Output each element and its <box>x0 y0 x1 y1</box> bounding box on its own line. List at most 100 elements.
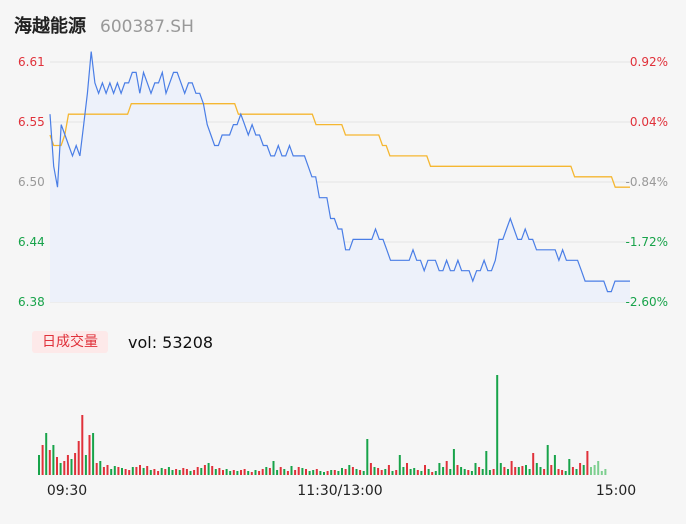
volume-bar <box>92 433 95 475</box>
daily-volume-tab[interactable]: 日成交量 <box>32 331 108 353</box>
volume-bar <box>66 455 69 475</box>
volume-bar <box>406 463 408 475</box>
volume-bar <box>59 463 62 475</box>
volume-bar <box>81 415 84 475</box>
volume-bar <box>452 449 455 475</box>
volume-bar <box>561 470 564 475</box>
volume-bar <box>222 470 224 475</box>
volume-bar <box>341 468 343 475</box>
volume-bar <box>416 470 419 475</box>
volume-bar <box>283 469 286 475</box>
volume-bar <box>402 467 405 475</box>
volume-bar <box>474 463 477 475</box>
volume-bar <box>470 471 473 475</box>
volume-bar <box>167 467 170 475</box>
volume-bar <box>308 471 311 475</box>
volume-bar <box>70 459 73 475</box>
volume-bar <box>171 470 174 475</box>
volume-bar <box>496 375 499 475</box>
volume-bar <box>488 470 491 475</box>
volume-bar <box>232 470 235 475</box>
volume-bar <box>77 441 80 475</box>
volume-bar <box>160 468 163 475</box>
volume-bar <box>225 469 228 475</box>
volume-bar <box>391 471 394 475</box>
volume-readout: vol: 53208 <box>128 332 214 352</box>
volume-bar <box>95 463 98 475</box>
volume-bar <box>532 453 535 475</box>
volume-bar <box>438 463 441 475</box>
volume-bar <box>424 465 426 475</box>
x-tick-label: 09:30 <box>47 483 87 499</box>
y-tick-left: 6.55 <box>18 115 45 129</box>
volume-bar <box>492 469 495 475</box>
volume-bar <box>514 467 517 475</box>
x-axis-labels: 09:30 11:30/13:00 15:00 <box>47 483 636 499</box>
volume-bar <box>128 470 131 475</box>
y-tick-right: 0.92% <box>630 55 668 69</box>
volume-bar <box>305 469 307 475</box>
y-tick-right: -2.60% <box>626 295 668 309</box>
volume-bar <box>449 469 452 475</box>
volume-bar <box>442 467 445 475</box>
y-axis-right-labels: 0.92% 0.04% -0.84% -1.72% -2.60% <box>626 55 668 309</box>
volume-bar <box>131 467 134 475</box>
volume-bar <box>600 471 603 475</box>
volume-bar <box>434 471 437 475</box>
volume-bar <box>74 453 77 475</box>
volume-bars <box>38 375 607 475</box>
volume-bar <box>84 455 87 475</box>
volume-bar <box>56 457 58 475</box>
volume-panel-header: 日成交量 vol: 53208 <box>32 331 213 353</box>
volume-bar <box>517 467 520 475</box>
volume-bar <box>254 470 257 475</box>
volume-bar <box>539 467 542 475</box>
volume-bar <box>63 461 66 475</box>
y-tick-right: 0.04% <box>630 115 668 129</box>
volume-bar <box>326 471 329 475</box>
volume-bar <box>207 463 210 475</box>
volume-bar <box>460 467 463 475</box>
volume-bar <box>427 469 430 475</box>
volume-bar <box>330 470 333 475</box>
volume-bar <box>575 469 578 475</box>
volume-bar <box>323 472 325 475</box>
volume-bar <box>139 465 141 475</box>
volume-bar <box>315 469 318 475</box>
volume-bar <box>597 461 600 475</box>
y-axis-left-labels: 6.61 6.55 6.50 6.44 6.38 <box>18 55 45 309</box>
y-tick-right: -1.72% <box>626 235 668 249</box>
volume-bar <box>157 471 160 475</box>
volume-bar <box>431 472 434 475</box>
volume-bar <box>344 469 347 475</box>
volume-bar <box>351 467 354 475</box>
volume-bar <box>41 445 44 475</box>
volume-bar <box>456 465 459 475</box>
y-tick-left: 6.38 <box>18 295 45 309</box>
volume-bar <box>146 466 149 475</box>
volume-bar <box>420 471 423 475</box>
volume-bar <box>279 467 282 475</box>
volume-bar <box>301 468 304 475</box>
volume-bar <box>384 469 387 475</box>
volume-bar <box>200 468 203 475</box>
volume-bar <box>387 465 390 475</box>
volume-bar <box>369 463 372 475</box>
volume-bar <box>276 470 279 475</box>
volume-bar <box>337 471 340 475</box>
volume-bar <box>38 455 40 475</box>
price-line <box>49 51 630 293</box>
volume-bar <box>193 470 196 475</box>
volume-bar <box>398 455 401 475</box>
volume-bar <box>355 469 358 475</box>
volume-bar <box>124 469 127 475</box>
volume-bar <box>582 465 585 475</box>
volume-bar <box>218 468 221 475</box>
volume-bar <box>99 461 102 475</box>
volume-bar <box>294 470 297 475</box>
volume-bar <box>319 471 322 475</box>
volume-bar <box>153 469 156 475</box>
volume-bar <box>312 470 315 475</box>
volume-bar <box>499 463 502 475</box>
